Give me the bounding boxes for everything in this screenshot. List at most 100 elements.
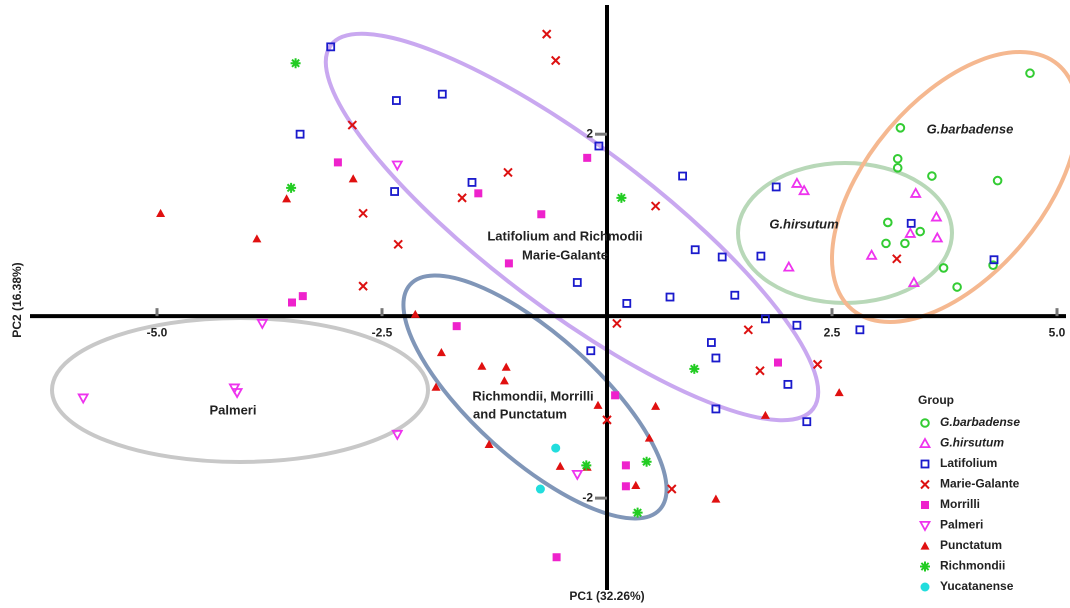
point [865, 248, 878, 260]
point [535, 484, 545, 494]
point [290, 58, 301, 69]
point [348, 174, 358, 183]
point [612, 318, 622, 329]
point [790, 176, 803, 188]
point [883, 217, 893, 228]
legend-marker [921, 501, 929, 509]
point [892, 163, 903, 173]
point [391, 96, 401, 105]
annotation: Marie-Galante [522, 247, 608, 262]
axes: -5.0 -2.5 2.5 5.0 2 -2 [30, 5, 1066, 590]
point [641, 456, 652, 467]
point [631, 480, 641, 489]
point [938, 263, 949, 273]
legend-marker [920, 418, 930, 428]
annotation: G.hirsutum [769, 216, 839, 231]
point [952, 282, 962, 292]
legend-label: G.hirsutum [940, 436, 1004, 450]
legend-label: Morrilli [940, 497, 980, 511]
point [717, 252, 727, 262]
x-tick-label: 5.0 [1049, 325, 1066, 339]
point [651, 401, 661, 410]
point [678, 171, 687, 181]
annotation: Palmeri [210, 402, 257, 417]
point [484, 439, 494, 449]
annotation: and Punctatum [473, 406, 567, 421]
point [77, 393, 90, 405]
point [501, 362, 511, 371]
point [802, 417, 812, 427]
point [333, 158, 342, 167]
point [707, 338, 716, 347]
point [989, 255, 999, 265]
point [834, 388, 844, 397]
y-axis-label: PC2 (16.38%) [10, 262, 24, 337]
point [906, 218, 916, 228]
point [881, 238, 891, 249]
point [760, 410, 770, 419]
point [900, 238, 910, 249]
ellipse-palmeri [50, 316, 430, 464]
y-tick-label: 2 [586, 126, 593, 140]
point [499, 376, 509, 385]
legend-title: Group [918, 393, 954, 407]
point [907, 276, 920, 287]
legend-label: Punctatum [940, 538, 1002, 552]
point [892, 153, 903, 164]
point [616, 192, 627, 203]
legend-label: Richmondii [940, 559, 1005, 573]
point [391, 160, 404, 172]
point [252, 234, 262, 243]
legend-marker [920, 582, 930, 592]
point [390, 187, 400, 196]
point [711, 404, 721, 414]
point [410, 309, 420, 318]
point [711, 494, 721, 503]
x-axis-label: PC1 (32.26%) [569, 589, 644, 603]
point [477, 361, 487, 370]
point [931, 231, 944, 243]
point [782, 260, 795, 272]
legend-marker [918, 521, 932, 532]
point [504, 259, 513, 268]
annotation: Latifolium and Richmodii [487, 228, 642, 243]
point [571, 469, 584, 481]
ellipse-hirsutum [736, 161, 954, 305]
point [572, 278, 582, 287]
legend-marker [920, 479, 930, 490]
y-tick-label: -2 [582, 490, 593, 504]
point [593, 400, 603, 409]
point [771, 182, 781, 192]
point [452, 322, 461, 331]
point [393, 239, 403, 249]
point [326, 42, 336, 52]
point [761, 314, 770, 324]
point [537, 210, 546, 219]
point [644, 433, 654, 442]
point [711, 353, 721, 363]
point [621, 482, 630, 491]
point [431, 382, 441, 391]
point [667, 484, 677, 494]
point [550, 55, 561, 66]
legend-label: Marie-Galante [940, 477, 1020, 491]
point [581, 460, 592, 471]
legend-marker [920, 561, 930, 572]
point [282, 194, 292, 203]
annotation: G.barbadense [927, 121, 1014, 136]
ellipse-barbadense [830, 50, 1070, 324]
point [992, 175, 1003, 186]
legend: G.barbadense G.hirsutum Latifolium Marie-Ga… [918, 415, 1020, 593]
point [602, 415, 612, 425]
point [503, 167, 513, 178]
point [391, 429, 404, 441]
point [798, 184, 811, 196]
point [286, 182, 297, 193]
point [930, 210, 943, 222]
legend-label: G.barbadense [940, 415, 1020, 429]
x-tick-label: 2.5 [824, 325, 841, 339]
point [555, 461, 565, 470]
point [774, 358, 782, 367]
legend-marker [920, 459, 930, 469]
